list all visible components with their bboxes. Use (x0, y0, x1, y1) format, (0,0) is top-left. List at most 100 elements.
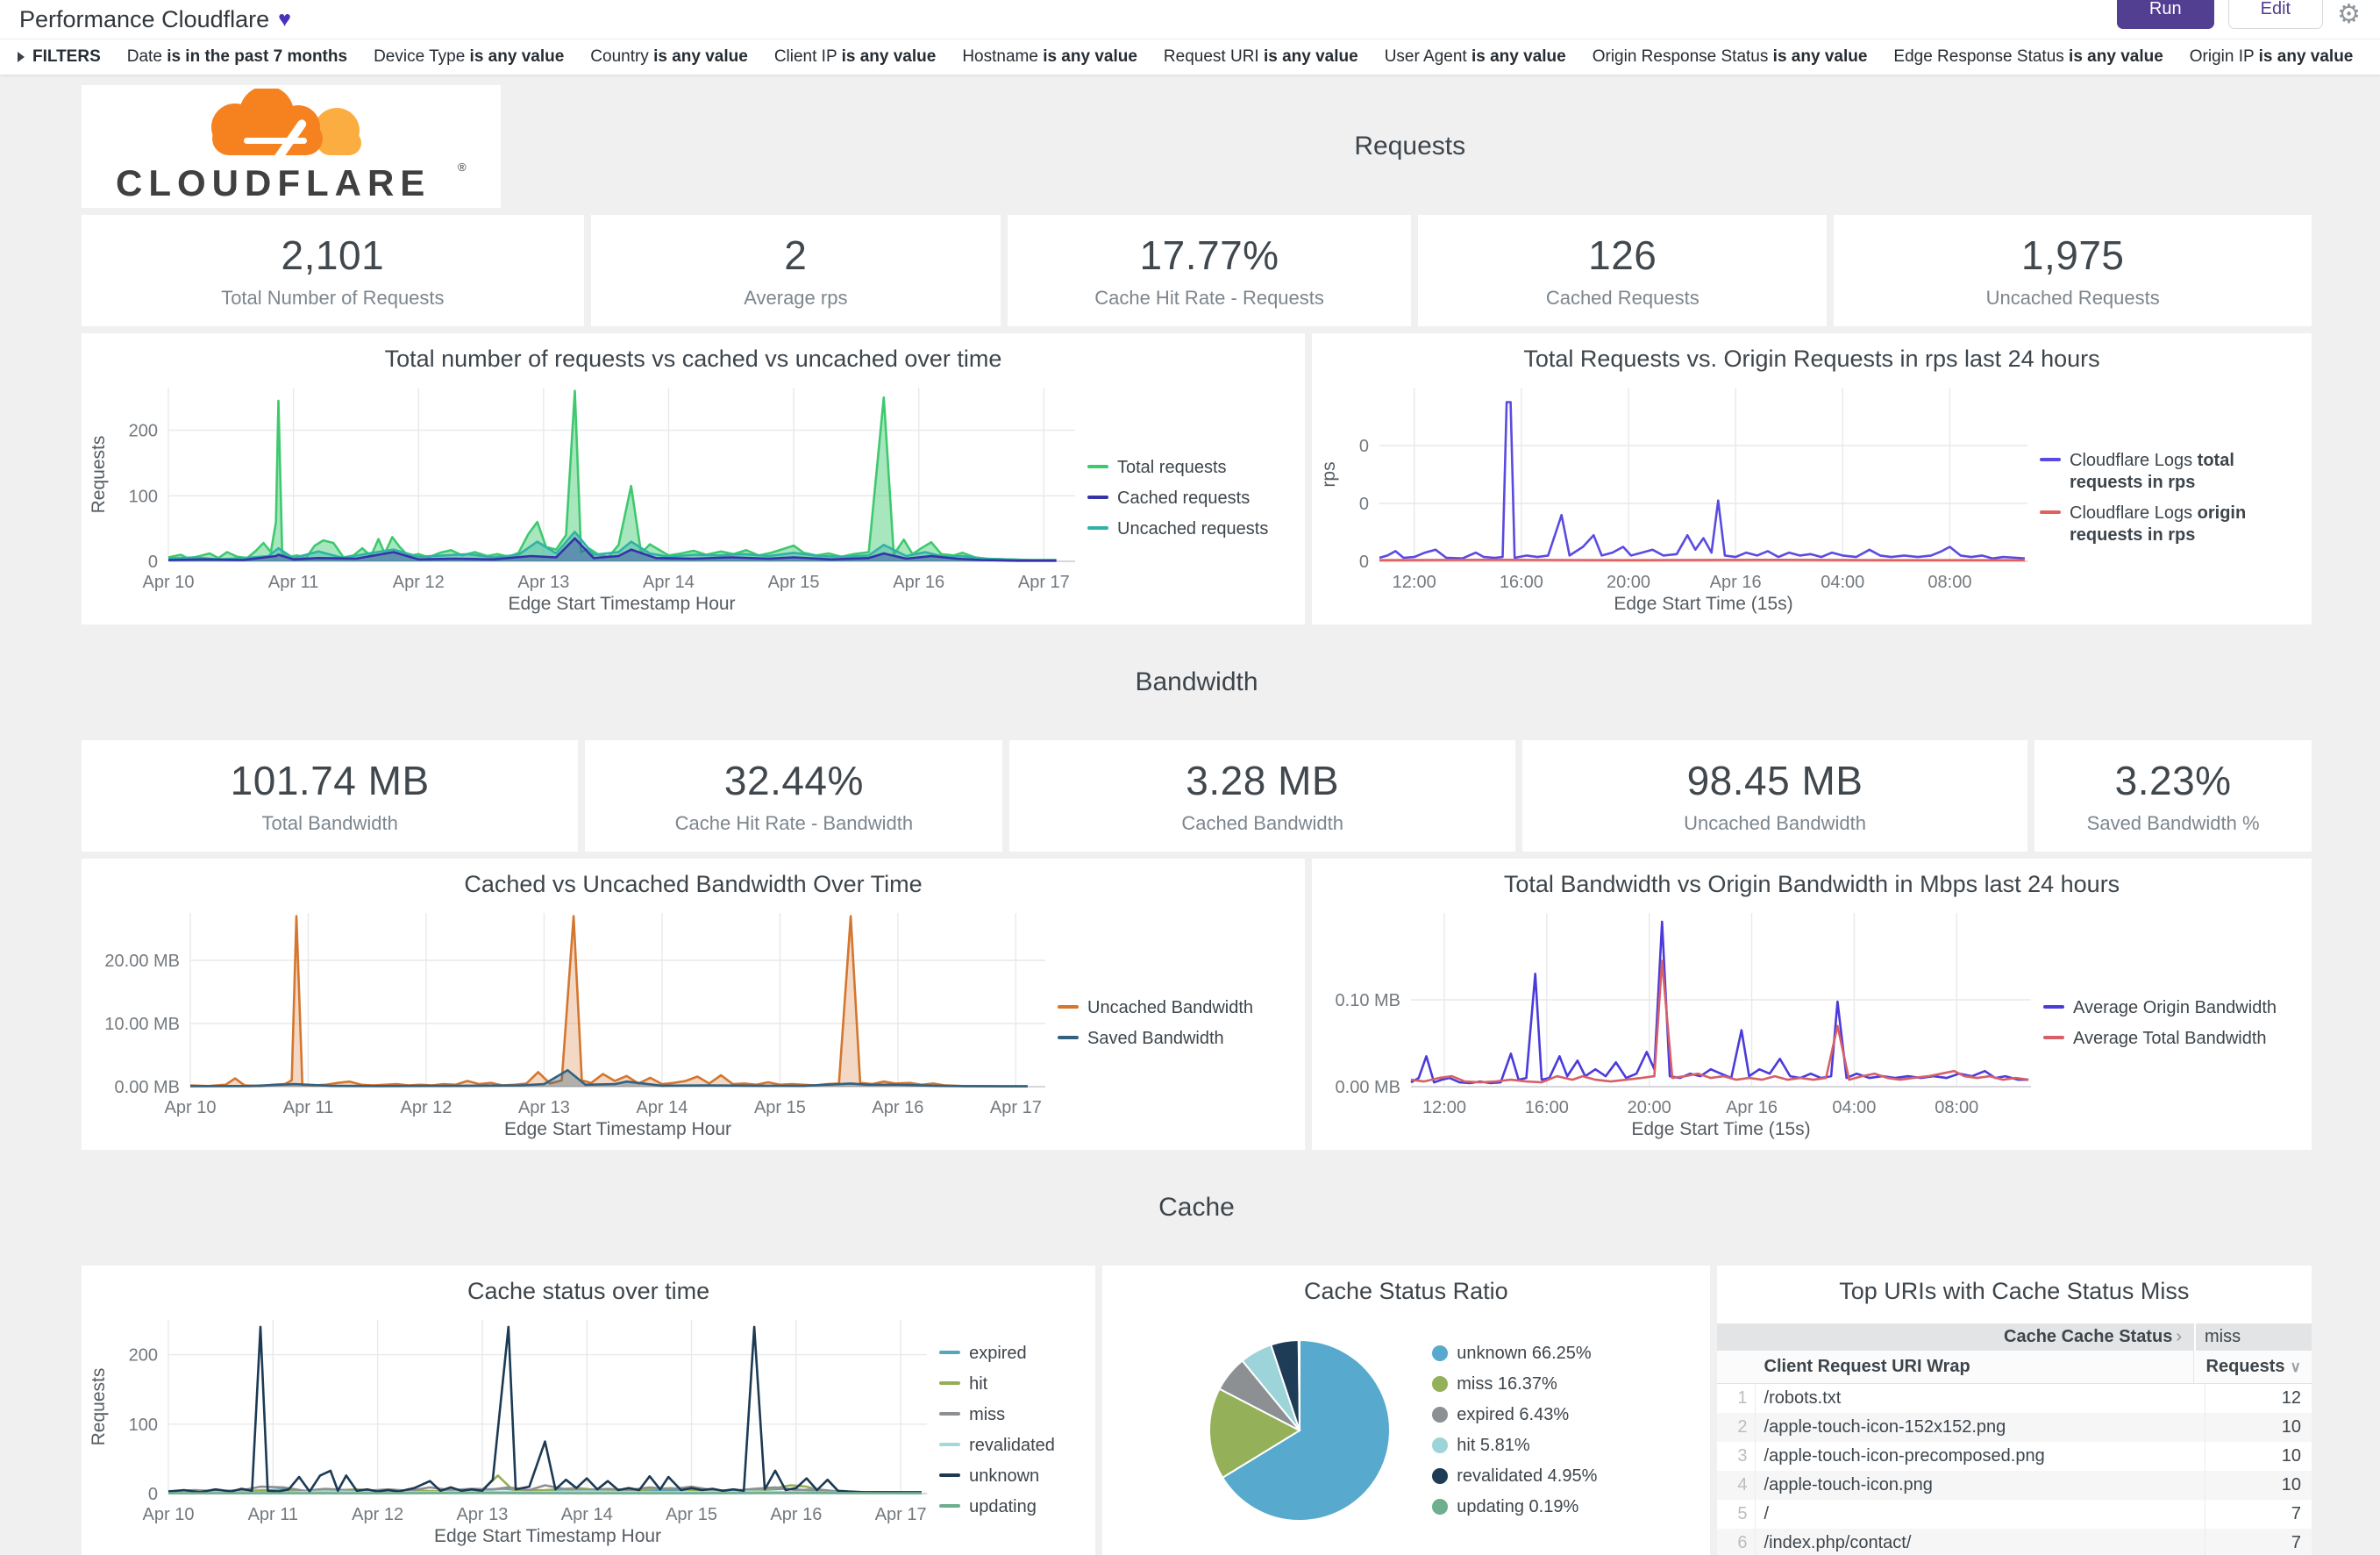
gear-icon[interactable]: ⚙ (2337, 0, 2361, 29)
legend-item[interactable]: Average Origin Bandwidth (2043, 997, 2303, 1019)
legend-item[interactable]: Uncached Bandwidth (1058, 997, 1296, 1019)
legend-item[interactable]: hit (939, 1373, 1087, 1395)
rps-last-24h-chart[interactable]: 12:00 16:00 20:00 Apr 16 04:00 08:00 0 0 0 Edge S… (1312, 379, 2040, 617)
bandwidth-last-24h-chart[interactable]: 12:00 16:00 20:00 Apr 16 04:00 08:00 0.00 MB 0.… (1312, 904, 2043, 1143)
svg-text:04:00: 04:00 (1821, 573, 1864, 592)
edit-button[interactable]: Edit (2227, 0, 2324, 29)
chart-canvas: Apr 10 Apr 11 Apr 12 Apr 13 Apr 14 Apr 15 Apr … (104, 913, 1045, 1139)
row-number: 1 (1717, 1384, 1756, 1413)
pie-slice-updating (1298, 1338, 1301, 1431)
legend-item[interactable]: updating 0.19% (1432, 1496, 1597, 1518)
legend-item[interactable]: expired 6.43% (1432, 1404, 1597, 1426)
table-row[interactable]: 3/apple-touch-icon-precomposed.png 10 (1717, 1442, 2312, 1471)
legend-item[interactable]: Saved Bandwidth (1058, 1028, 1296, 1050)
legend-label: unknown (969, 1466, 1040, 1486)
legend-item[interactable]: updating (939, 1496, 1087, 1518)
svg-text:0.00 MB: 0.00 MB (1336, 1078, 1400, 1097)
svg-text:200: 200 (129, 422, 158, 441)
legend-item[interactable]: hit 5.81% (1432, 1435, 1597, 1457)
legend-item[interactable]: Cloudflare Logs origin requests in rps (2040, 503, 2303, 546)
run-button[interactable]: Run (2116, 0, 2214, 29)
table-row[interactable]: 4/apple-touch-icon.png 10 (1716, 1471, 2312, 1500)
kpi-tile: 1,975 Uncached Requests (1834, 215, 2312, 326)
section-title-requests-cell: Requests (508, 85, 2312, 208)
table-row[interactable]: 6/index.php/contact/7 (1716, 1529, 2312, 1555)
filters-toggle[interactable]: FILTERS (18, 47, 101, 67)
legend-line-icon (939, 1381, 961, 1385)
svg-text:Apr 10: Apr 10 (143, 1505, 195, 1524)
requests-cell: 7 (2204, 1529, 2312, 1555)
cloudflare-logo: CLOUDFLARE ® (116, 89, 467, 203)
chart-canvas: Apr 10 Apr 11 Apr 12 Apr 13 Apr 14 Apr 15 Apr … (89, 388, 1075, 614)
filter-chip[interactable]: Origin Response Status is any value (1592, 47, 1868, 66)
requests-column-header[interactable]: Requests ∨ (2192, 1351, 2312, 1383)
legend-dot-icon (1432, 1437, 1449, 1453)
legend-label: expired (969, 1344, 1027, 1363)
filter-chip[interactable]: Hostname is any value (962, 47, 1137, 66)
kpi-value: 17.77% (1139, 232, 1279, 278)
legend-item[interactable]: Uncached requests (1087, 518, 1296, 540)
svg-text:0: 0 (148, 1485, 158, 1504)
table-row[interactable]: 1/robots.txt 12 (1717, 1384, 2312, 1413)
cache-status-over-time-chart[interactable]: Apr 10 Apr 11 Apr 12 Apr 13 Apr 14 Apr 15 Apr … (82, 1311, 939, 1550)
uri-cell: / (1764, 1504, 1770, 1523)
filter-chip[interactable]: Country is any value (590, 47, 748, 66)
filter-chip[interactable]: Client IP is any value (773, 47, 937, 66)
svg-text:Apr 13: Apr 13 (517, 573, 569, 592)
legend-item[interactable]: revalidated 4.95% (1432, 1466, 1597, 1487)
legend-item[interactable]: miss 16.37% (1432, 1373, 1597, 1395)
legend-item[interactable]: Cached requests (1087, 488, 1296, 510)
top-bar: Performance Cloudflare ♥ Run Edit ⚙ (0, 0, 2380, 39)
legend-item[interactable]: unknown (939, 1466, 1087, 1487)
filter-chip[interactable]: Origin IP is any value (2189, 47, 2354, 66)
filter-chip[interactable]: Date is in the past 7 months (126, 47, 348, 66)
svg-text:Apr 11: Apr 11 (248, 1505, 298, 1524)
svg-text:Apr 14: Apr 14 (561, 1505, 613, 1524)
legend-item[interactable]: Cloudflare Logs total requests in rps (2040, 450, 2303, 494)
cloudflare-cloud-icon (211, 89, 362, 172)
pivot-label: Cache Cache Status › (1717, 1327, 2194, 1347)
bandwidth-over-time-chart[interactable]: Apr 10 Apr 11 Apr 12 Apr 13 Apr 14 Apr 15 Apr … (82, 904, 1058, 1143)
section-title-requests: Requests (1354, 132, 1466, 160)
legend-label: Cached requests (1117, 488, 1251, 508)
svg-text:0: 0 (148, 553, 158, 572)
filter-chip[interactable]: Edge Response Status is any value (1893, 47, 2163, 66)
filter-chip[interactable]: User Agent is any value (1384, 47, 1566, 66)
legend-item[interactable]: Average Total Bandwidth (2043, 1028, 2303, 1050)
requests-over-time-chart[interactable]: Apr 10 Apr 11 Apr 12 Apr 13 Apr 14 Apr 15 Apr … (82, 379, 1087, 617)
legend-dot-icon (1432, 1407, 1449, 1423)
filter-chip[interactable]: Device Type is any value (374, 47, 565, 66)
section-title-cache: Cache (1158, 1193, 1235, 1222)
legend-label: revalidated (969, 1436, 1055, 1455)
filter-chip[interactable]: Request URI is any value (1163, 47, 1358, 66)
table-row[interactable]: 5 / 7 (1717, 1500, 2312, 1529)
legend-item[interactable]: revalidated (939, 1435, 1087, 1457)
chart-canvas: Apr 10 Apr 11 Apr 12 Apr 13 Apr 14 Apr 15 Apr … (89, 1320, 927, 1546)
sort-desc-icon: ∨ (2290, 1358, 2301, 1375)
legend-item[interactable]: expired (939, 1343, 1087, 1365)
kpi-value: 101.74 MB (230, 758, 430, 803)
legend-label: updating (969, 1497, 1037, 1516)
chart-title: Cache status over time (467, 1278, 710, 1304)
uri-cell: /index.php/contact/ (1764, 1533, 1912, 1552)
svg-text:0.10 MB: 0.10 MB (1336, 991, 1400, 1010)
registered-mark: ® (458, 160, 467, 174)
svg-text:0: 0 (1359, 437, 1369, 456)
uri-column-header[interactable]: Client Request URI Wrap (1764, 1357, 1970, 1376)
legend-item[interactable]: miss (939, 1404, 1087, 1426)
chart-title: Total number of requests vs cached vs un… (384, 346, 1002, 372)
table-row[interactable]: 2/apple-touch-icon-152x152.png 10 (1716, 1413, 2312, 1442)
kpi-label: Cache Hit Rate - Requests (1094, 287, 1324, 309)
cache-status-ratio-pie[interactable] (1206, 1337, 1393, 1524)
legend-item[interactable]: unknown 66.25% (1432, 1343, 1597, 1365)
legend-label: hit (969, 1374, 988, 1394)
kpi-tile: 98.45 MB Uncached Bandwidth (1521, 740, 2028, 852)
svg-text:10.00 MB: 10.00 MB (104, 1015, 180, 1034)
kpi-tile: 17.77% Cache Hit Rate - Requests (1007, 215, 1412, 326)
kpi-label: Uncached Requests (1985, 287, 2160, 309)
legend-label: Average Total Bandwidth (2073, 1029, 2267, 1048)
chart-legend: Average Origin Bandwidth Average Total Ba… (2043, 904, 2312, 1143)
legend-item[interactable]: Total requests (1087, 457, 1296, 479)
kpi-value: 126 (1588, 232, 1657, 278)
page-title: Performance Cloudflare ♥ (19, 0, 291, 39)
